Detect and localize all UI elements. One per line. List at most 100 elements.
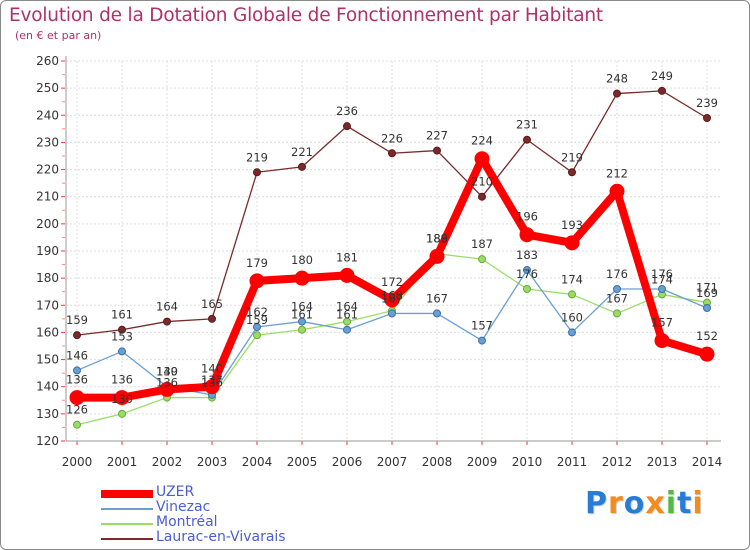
data-point-vinezac [523,266,531,274]
legend-item: Vinezac [101,500,421,516]
data-label-vinezac: 176 [606,267,628,281]
data-label-laurac-en-vivarais: 239 [696,96,718,110]
data-label-uzer: 179 [246,256,268,270]
data-point-vinezac [73,366,81,375]
legend-swatch [101,523,153,525]
data-label-vinezac: 167 [426,291,448,305]
data-label-uzer: 188 [426,231,448,245]
data-label-montr-al: 159 [246,313,268,327]
data-label-montr-al: 168 [381,289,403,303]
x-tick-label: 2008 [422,455,453,469]
data-point-vinezac [343,325,351,334]
chart-title: Evolution de la Dotation Globale de Fonc… [9,5,603,26]
data-point-laurac-en-vivarais [163,317,171,326]
data-point-vinezac [658,285,666,293]
data-label-montr-al: 174 [651,272,673,286]
legend-label: Montréal [156,514,218,530]
data-label-laurac-en-vivarais: 231 [516,118,538,132]
data-point-montr-al [568,290,576,299]
data-label-laurac-en-vivarais: 219 [246,150,268,164]
data-label-laurac-en-vivarais: 219 [561,150,583,164]
data-label-uzer: 172 [381,275,403,289]
y-tick-label: 250 [36,81,59,95]
y-tick-label: 190 [36,244,59,258]
data-label-montr-al: 136 [156,376,178,390]
data-point-uzer [654,333,670,349]
data-label-laurac-en-vivarais: 227 [426,129,448,143]
data-label-vinezac: 169 [696,286,718,300]
data-point-laurac-en-vivarais [73,331,81,340]
data-point-uzer [564,235,580,251]
data-label-laurac-en-vivarais: 236 [336,104,358,118]
data-point-laurac-en-vivarais [298,162,306,171]
data-point-laurac-en-vivarais [478,192,486,201]
data-point-uzer [294,270,310,286]
data-label-vinezac: 140 [156,365,178,379]
x-tick-label: 2011 [557,455,588,469]
y-tick-label: 220 [36,163,59,177]
data-label-montr-al: 167 [606,291,628,305]
x-tick-label: 2013 [647,455,678,469]
data-label-montr-al: 136 [201,376,223,390]
data-point-laurac-en-vivarais [343,122,351,131]
legend-label: UZER [156,484,195,500]
data-point-vinezac [433,309,441,318]
data-label-uzer: 157 [651,316,673,330]
data-point-uzer [699,346,715,362]
data-point-laurac-en-vivarais [568,168,576,177]
x-tick-label: 2005 [287,455,318,469]
logo-letter: o [623,486,646,521]
data-label-uzer: 196 [516,210,538,224]
data-label-vinezac: 162 [246,305,268,319]
data-label-vinezac: 164 [291,300,313,314]
x-tick-label: 2001 [107,455,138,469]
data-point-uzer [249,273,265,289]
x-tick-label: 2010 [512,455,543,469]
data-point-montr-al [253,331,261,340]
data-label-montr-al: 161 [291,308,313,322]
data-point-laurac-en-vivarais [613,89,621,98]
y-tick-label: 200 [36,217,59,231]
data-point-montr-al [478,255,486,264]
y-tick-label: 210 [36,190,59,204]
data-label-uzer: 136 [111,373,133,387]
data-point-laurac-en-vivarais [703,114,711,122]
y-tick-label: 240 [36,108,59,122]
data-label-uzer: 139 [156,364,178,378]
data-label-laurac-en-vivarais: 249 [651,69,673,83]
data-point-vinezac [703,304,711,312]
data-point-laurac-en-vivarais [208,314,216,323]
legend-item: Montréal [101,514,421,531]
legend-swatch [101,490,153,498]
data-point-vinezac [388,309,396,318]
data-point-uzer [429,248,445,264]
x-tick-label: 2007 [377,455,408,469]
data-label-uzer: 212 [606,166,628,180]
data-label-montr-al: 130 [111,392,133,406]
data-point-montr-al [298,325,306,334]
data-label-vinezac: 137 [201,373,223,387]
data-point-vinezac [118,347,126,356]
x-tick-label: 2003 [197,455,228,469]
y-tick-label: 180 [36,271,59,285]
data-label-vinezac: 183 [516,248,538,262]
logo-letter: r [608,486,624,521]
data-point-laurac-en-vivarais [523,135,531,144]
data-point-uzer [474,151,490,167]
data-label-laurac-en-vivarais: 248 [606,72,628,86]
y-tick-label: 150 [36,353,59,367]
data-label-vinezac: 167 [381,291,403,305]
data-point-uzer [159,381,175,397]
data-label-vinezac: 176 [651,267,673,281]
x-tick-label: 2004 [242,455,273,469]
data-label-laurac-en-vivarais: 165 [201,297,223,311]
data-label-montr-al: 126 [66,403,88,417]
logo-letter: P [585,486,608,521]
data-point-uzer [114,390,130,406]
y-tick-label: 160 [36,325,59,339]
y-tick-label: 170 [36,298,59,312]
data-point-montr-al [613,309,621,318]
